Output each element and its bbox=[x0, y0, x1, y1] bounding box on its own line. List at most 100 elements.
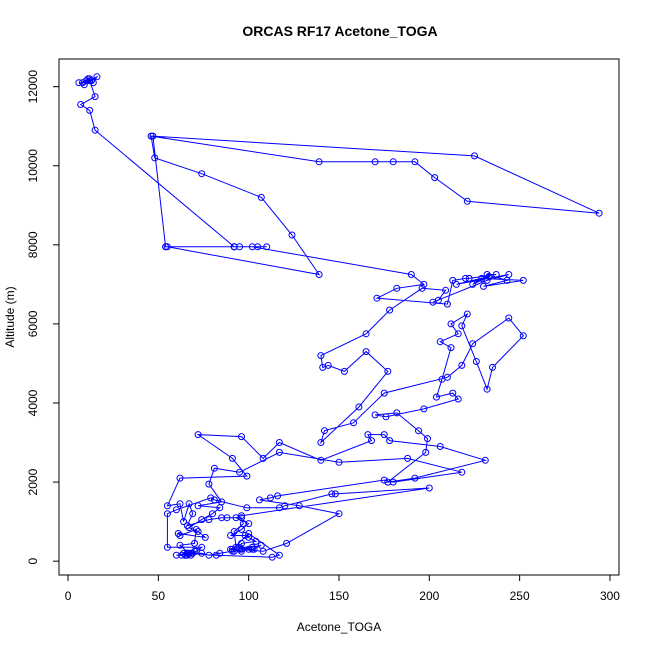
data-point bbox=[462, 274, 469, 282]
data-point bbox=[317, 456, 325, 464]
data-point bbox=[458, 468, 466, 476]
data-point bbox=[335, 458, 343, 466]
x-tick-label: 150 bbox=[329, 589, 349, 603]
data-point bbox=[384, 478, 392, 486]
data-point bbox=[368, 437, 375, 445]
data-point bbox=[335, 510, 343, 518]
data-point bbox=[185, 500, 193, 508]
data-point bbox=[82, 77, 90, 85]
data-point bbox=[176, 541, 184, 549]
data-point bbox=[210, 496, 218, 504]
data-point bbox=[492, 271, 500, 278]
data-point bbox=[420, 280, 428, 288]
data-point bbox=[275, 448, 283, 456]
series-line bbox=[78, 75, 600, 558]
data-point bbox=[91, 126, 99, 134]
data-point bbox=[407, 271, 415, 278]
data-point bbox=[268, 553, 276, 561]
data-point bbox=[182, 551, 189, 559]
x-tick-label: 300 bbox=[600, 589, 620, 603]
data-point bbox=[250, 545, 258, 553]
data-point bbox=[248, 543, 256, 551]
data-point bbox=[519, 276, 527, 284]
data-point bbox=[471, 152, 478, 160]
data-point bbox=[176, 532, 184, 539]
data-point bbox=[452, 280, 460, 288]
data-point bbox=[93, 73, 101, 81]
data-point bbox=[238, 433, 245, 441]
y-tick-label: 2000 bbox=[26, 468, 40, 495]
data-point bbox=[463, 310, 471, 318]
data-point bbox=[481, 456, 489, 464]
data-point bbox=[350, 419, 357, 427]
data-point bbox=[449, 276, 457, 284]
data-point bbox=[205, 480, 213, 488]
data-point bbox=[227, 532, 235, 539]
y-tick-label: 12000 bbox=[26, 70, 40, 104]
data-point bbox=[380, 389, 388, 397]
data-point bbox=[324, 361, 332, 369]
data-point bbox=[485, 273, 493, 280]
data-point bbox=[205, 516, 213, 524]
data-point bbox=[230, 243, 238, 251]
data-point bbox=[89, 79, 97, 87]
data-point bbox=[288, 231, 296, 239]
data-point bbox=[458, 361, 466, 369]
data-point bbox=[163, 510, 171, 518]
data-point bbox=[207, 494, 215, 502]
data-point bbox=[245, 545, 253, 553]
data-point bbox=[469, 280, 477, 288]
data-point bbox=[483, 385, 491, 393]
data-point bbox=[424, 435, 431, 443]
x-tick-label: 100 bbox=[239, 589, 259, 603]
data-point bbox=[317, 439, 325, 446]
data-point bbox=[371, 411, 379, 419]
data-point bbox=[340, 367, 348, 375]
data-point bbox=[411, 158, 419, 166]
data-point bbox=[201, 533, 209, 541]
data-point bbox=[205, 551, 213, 559]
data-point bbox=[228, 454, 236, 462]
data-point bbox=[519, 332, 527, 340]
data-point bbox=[436, 443, 444, 450]
y-axis: 0 2000 4000 6000 8000 10000 12000 bbox=[26, 70, 60, 565]
data-point bbox=[281, 502, 289, 510]
data-point bbox=[218, 514, 226, 522]
data-point bbox=[317, 352, 325, 360]
data-point bbox=[263, 243, 271, 251]
plot-frame bbox=[58, 58, 620, 576]
data-point bbox=[275, 551, 283, 559]
data-point bbox=[238, 526, 245, 533]
data-point bbox=[389, 158, 397, 166]
data-point bbox=[212, 551, 220, 559]
data-point bbox=[191, 539, 198, 547]
data-point bbox=[315, 158, 323, 166]
data-point bbox=[163, 543, 171, 551]
data-point bbox=[232, 514, 240, 522]
data-point bbox=[236, 543, 244, 551]
data-point bbox=[185, 524, 193, 532]
data-point bbox=[180, 549, 188, 557]
data-point bbox=[449, 389, 457, 397]
y-tick-label: 4000 bbox=[26, 389, 40, 416]
data-point bbox=[236, 243, 244, 251]
data-point bbox=[252, 537, 260, 545]
x-tick-label: 50 bbox=[152, 589, 166, 603]
data-point bbox=[415, 427, 422, 435]
data-point bbox=[362, 348, 370, 356]
data-point bbox=[192, 526, 200, 533]
data-point bbox=[194, 502, 202, 510]
data-point bbox=[187, 551, 195, 559]
data-point bbox=[216, 549, 224, 557]
data-point bbox=[454, 395, 462, 403]
data-point bbox=[216, 504, 224, 512]
data-point bbox=[431, 174, 439, 182]
data-point bbox=[380, 431, 388, 439]
data-point bbox=[77, 101, 85, 108]
data-point bbox=[238, 547, 245, 555]
data-point bbox=[86, 77, 94, 85]
data-point bbox=[454, 330, 462, 338]
data-point bbox=[436, 338, 444, 346]
data-point bbox=[425, 484, 433, 492]
data-point bbox=[389, 478, 397, 486]
